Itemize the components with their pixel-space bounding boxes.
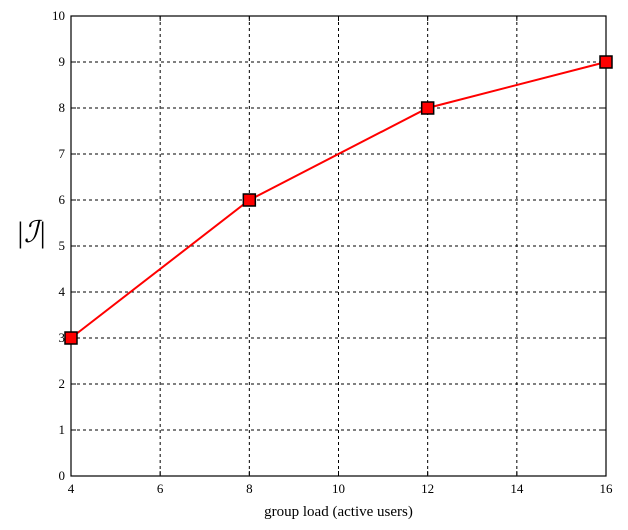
data-point-marker — [242, 193, 257, 207]
x-tick-labels: 4 6 8 10 12 14 16 — [68, 481, 613, 496]
y-tick-label: 3 — [59, 330, 66, 345]
y-tick-label: 2 — [59, 376, 66, 391]
x-tick-label: 4 — [68, 481, 75, 496]
data-point-marker — [599, 55, 613, 69]
y-tick-label: 0 — [59, 468, 66, 483]
y-tick-label: 7 — [59, 146, 66, 161]
y-tick-labels: 0 1 2 3 4 5 6 7 8 9 10 — [52, 8, 66, 483]
y-tick-label: 4 — [59, 284, 66, 299]
x-tick-label: 14 — [510, 481, 524, 496]
grid — [71, 16, 606, 476]
data-point-marker — [64, 331, 78, 345]
y-axis-label: |ℐ| — [16, 216, 47, 249]
series — [64, 55, 613, 345]
y-tick-label: 1 — [59, 422, 66, 437]
x-tick-label: 8 — [246, 481, 253, 496]
data-point-marker — [420, 101, 435, 115]
y-tick-label: 8 — [59, 100, 66, 115]
y-tick-label: 9 — [59, 54, 66, 69]
plot-area-frame — [70, 15, 607, 477]
y-tick-label: 6 — [59, 192, 66, 207]
x-tick-label: 12 — [421, 481, 434, 496]
x-axis-label: group load (active users) — [264, 504, 413, 520]
y-tick-label: 10 — [52, 8, 65, 23]
series-line — [70, 61, 607, 339]
x-tick-label: 16 — [600, 481, 614, 496]
y-tick-label: 5 — [59, 238, 66, 253]
x-tick-label: 10 — [332, 481, 345, 496]
x-tick-label: 6 — [157, 481, 164, 496]
